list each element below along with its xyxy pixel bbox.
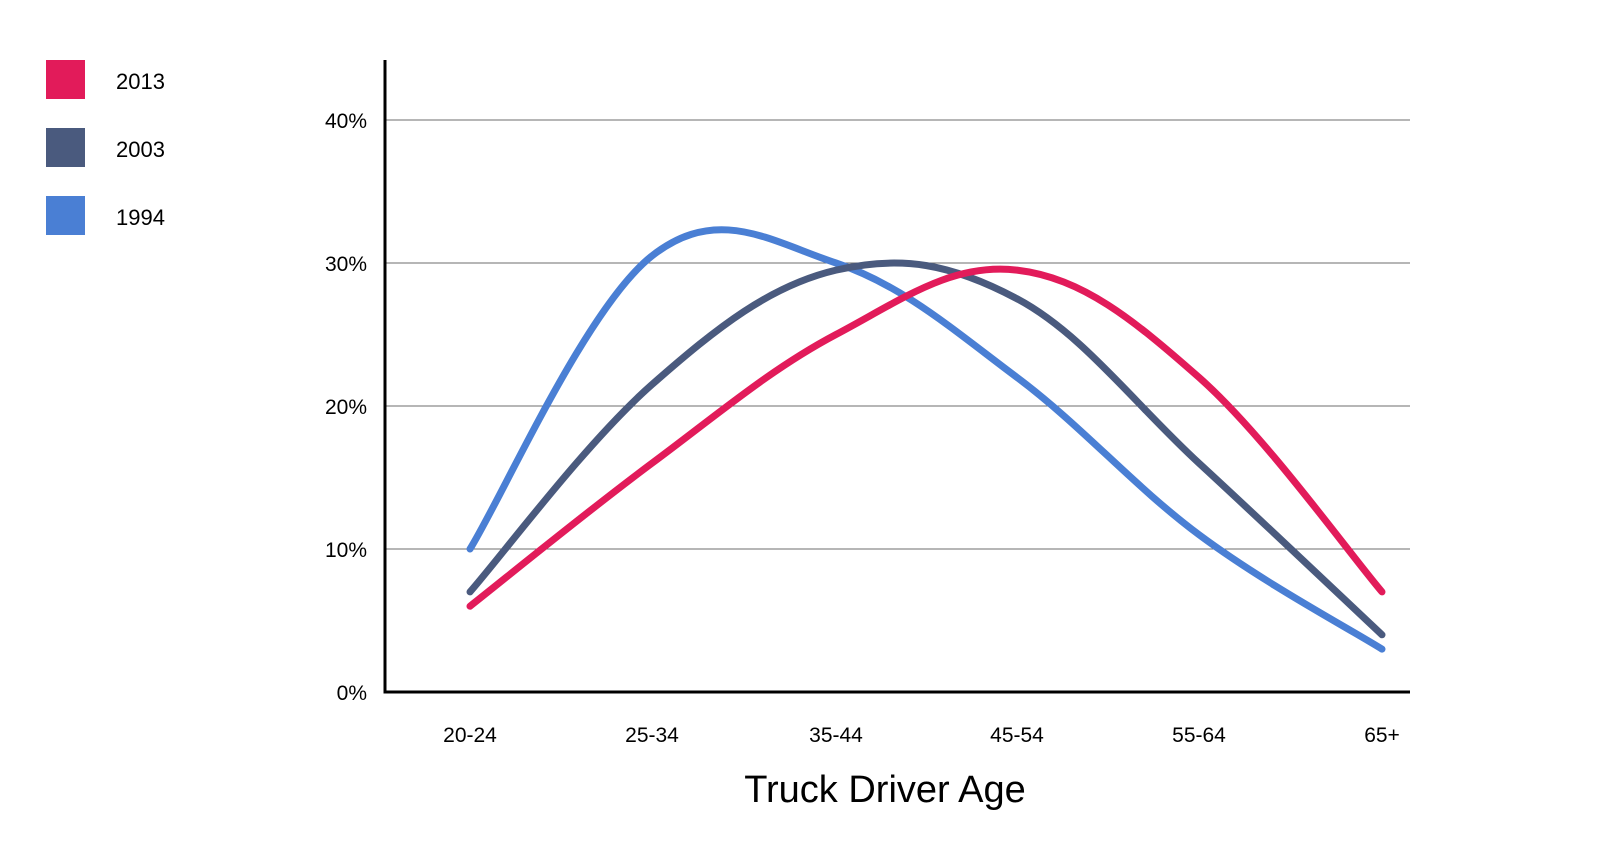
legend-swatch bbox=[46, 196, 85, 235]
y-tick-label: 30% bbox=[325, 253, 367, 276]
legend-label: 1994 bbox=[116, 205, 165, 230]
x-tick-label: 35-44 bbox=[809, 724, 863, 747]
series-line-2013 bbox=[466, 265, 1386, 610]
legend-label: 2003 bbox=[116, 137, 165, 162]
legend-item-1994: 1994 bbox=[46, 196, 165, 235]
x-tick-label: 65+ bbox=[1364, 724, 1400, 747]
x-tick-label: 55-64 bbox=[1172, 724, 1226, 747]
legend-item-2003: 2003 bbox=[46, 128, 165, 167]
y-tick-label: 10% bbox=[325, 539, 367, 562]
series-line-2003 bbox=[466, 259, 1386, 639]
x-axis-title: Truck Driver Age bbox=[744, 769, 1026, 811]
x-tick-label: 45-54 bbox=[990, 724, 1044, 747]
series-lines bbox=[466, 226, 1386, 653]
y-tick-labels: 0% 10% 20% 30% 40% bbox=[325, 110, 367, 705]
legend-swatch bbox=[46, 60, 85, 99]
legend-item-2013: 2013 bbox=[46, 60, 165, 99]
y-tick-label: 40% bbox=[325, 110, 367, 133]
x-tick-label: 20-24 bbox=[443, 724, 497, 747]
series-line-1994 bbox=[466, 226, 1386, 653]
y-tick-label: 20% bbox=[325, 396, 367, 419]
gridlines bbox=[385, 119, 1410, 550]
x-tick-labels: 20-24 25-34 35-44 45-54 55-64 65+ bbox=[443, 724, 1400, 747]
legend-label: 2013 bbox=[116, 69, 165, 94]
y-tick-label: 0% bbox=[337, 682, 367, 705]
legend-swatch bbox=[46, 128, 85, 167]
legend: 2013 2003 1994 bbox=[46, 60, 165, 235]
x-tick-label: 25-34 bbox=[625, 724, 679, 747]
axes bbox=[383, 60, 1410, 694]
